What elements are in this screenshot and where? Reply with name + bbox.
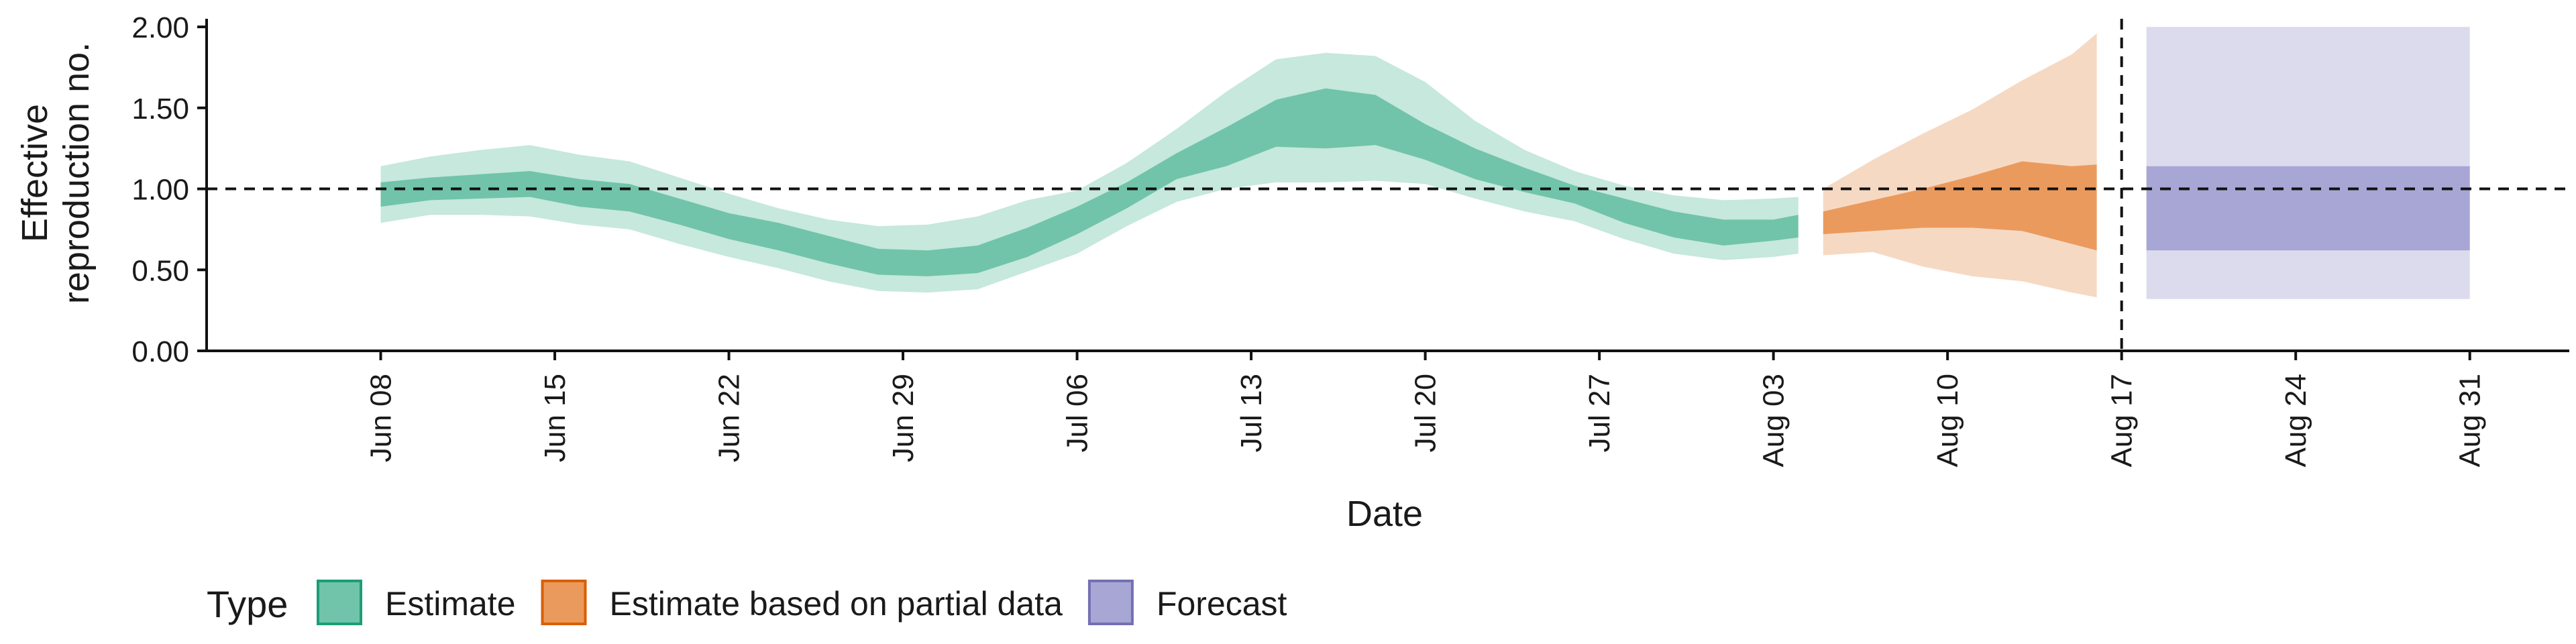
y-axis-title: Effective reproduction no. xyxy=(15,42,97,304)
legend: Type Estimate Estimate based on partial d… xyxy=(207,580,1287,625)
legend-key-estimate xyxy=(317,580,362,625)
band-50-estimate xyxy=(380,88,1799,276)
legend-label-forecast: Forecast xyxy=(1157,585,1287,623)
band-50-estimate-based-on-partial-data xyxy=(1823,161,2097,251)
x-tick-label: Aug 17 xyxy=(2106,374,2139,467)
x-tick-label: Jul 13 xyxy=(1235,374,1268,452)
x-tick-label: Jul 06 xyxy=(1061,374,1094,452)
y-tick-label: 2.00 xyxy=(131,11,189,44)
y-tick-label: 0.00 xyxy=(131,335,189,368)
x-axis-title: Date xyxy=(1346,494,1423,534)
series-bands xyxy=(380,27,2470,299)
band-50-forecast xyxy=(2146,166,2470,251)
y-tick-label: 1.00 xyxy=(131,174,189,207)
legend-key-forecast xyxy=(1087,580,1134,625)
y-axis-title-line-1: Effective xyxy=(15,104,55,242)
y-tick-label: 1.50 xyxy=(131,93,189,125)
x-tick-label: Jun 29 xyxy=(887,374,920,462)
x-tick-label: Jun 08 xyxy=(365,374,398,462)
band-90-estimate xyxy=(380,52,1799,293)
x-tick-label: Aug 31 xyxy=(2454,374,2487,467)
x-tick-label: Jul 27 xyxy=(1583,374,1616,452)
x-tick-label: Jun 22 xyxy=(713,374,746,462)
axes: 0.00 0.50 1.00 1.50 2.00 Jun 08 Jun 15 Jun 22 Ju… xyxy=(131,11,2569,467)
legend-label-estimate-based-on-partial-data: Estimate based on partial data xyxy=(610,585,1063,623)
x-tick-label: Aug 10 xyxy=(1931,374,1964,467)
legend-title: Type xyxy=(207,583,288,625)
legend-key-estimate-based-on-partial-data xyxy=(541,580,587,625)
x-tick-label: Aug 03 xyxy=(1758,374,1790,467)
x-tick-label: Jul 20 xyxy=(1409,374,1442,452)
y-tick-label: 0.50 xyxy=(131,254,189,287)
legend-label-estimate: Estimate xyxy=(385,585,516,623)
band-90-forecast xyxy=(2146,27,2470,299)
x-tick-label: Jun 15 xyxy=(539,374,572,462)
y-axis-title-line-2: reproduction no. xyxy=(56,42,97,304)
x-tick-label: Aug 24 xyxy=(2279,374,2312,467)
